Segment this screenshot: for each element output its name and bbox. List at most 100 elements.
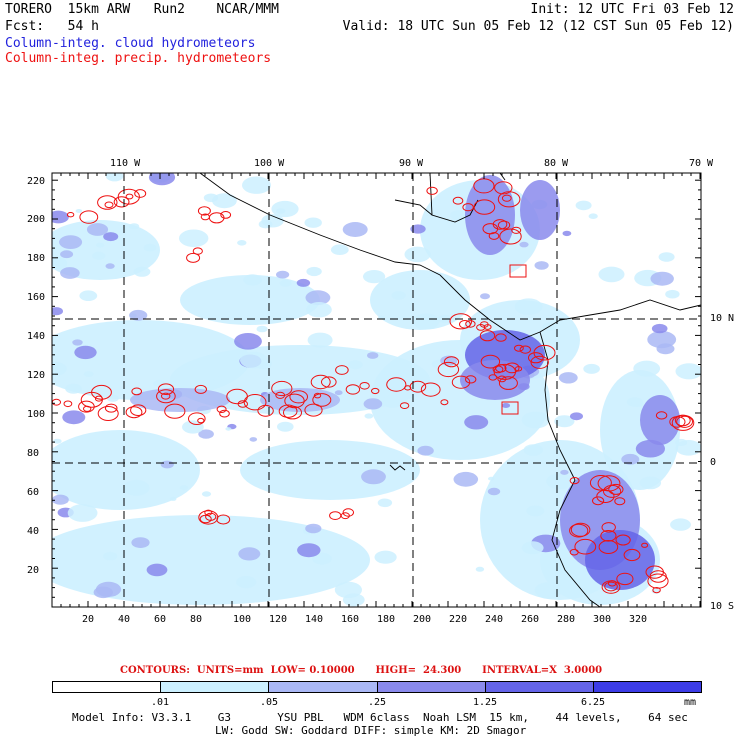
precip-contour <box>488 374 498 381</box>
color-scale-segment <box>269 682 378 692</box>
cloud-shading <box>143 243 157 252</box>
precip-contour <box>483 324 492 330</box>
precip-contour <box>492 219 508 230</box>
precip-contour <box>359 382 370 390</box>
precip-contour <box>530 355 549 369</box>
x-tick-label: 280 <box>557 614 576 625</box>
precip-contour <box>509 264 527 278</box>
cloud-shading <box>367 352 379 359</box>
y-tick-label: 60 <box>27 487 40 498</box>
lat-label-10n: 10 N <box>710 313 735 324</box>
coastline <box>429 173 479 223</box>
color-scale-segment <box>593 682 702 692</box>
y-tick-label: 140 <box>27 331 46 342</box>
precip-contour <box>188 412 206 426</box>
forecast-hour: Fcst: 54 h <box>5 19 99 34</box>
cloud-shading <box>256 325 268 333</box>
y-tick-label: 120 <box>27 370 46 381</box>
physics-info: LW: Godd SW: Goddard DIFF: simple KM: 2D… <box>215 724 527 737</box>
precip-contour <box>649 570 667 583</box>
model-title: TORERO 15km ARW Run2 NCAR/MMM <box>5 2 279 17</box>
x-tick-label: 260 <box>521 614 540 625</box>
cloud-shading <box>363 398 383 410</box>
cloud-shading <box>179 229 209 248</box>
cloud-shading <box>575 200 592 211</box>
cloud-shading <box>79 290 98 302</box>
precip-contour <box>220 211 232 219</box>
precip-contour <box>420 382 441 397</box>
cloud-shading <box>242 176 271 194</box>
lon-label-70w: 70 W <box>689 158 714 169</box>
precip-contour <box>473 199 496 215</box>
cloud-shading <box>179 485 189 491</box>
cloud-shading <box>52 361 67 376</box>
precip-contour <box>237 400 249 408</box>
precip-field-label: Column-integ. precip. hydrometeors <box>5 51 272 66</box>
precip-contour <box>647 573 669 589</box>
cloud-shading <box>180 275 320 325</box>
lon-label-100w: 100 W <box>254 158 285 169</box>
cloud-shading <box>276 208 286 214</box>
precip-contour <box>574 538 597 555</box>
y-tick-label: 80 <box>27 448 40 459</box>
y-tick-label: 180 <box>27 253 46 264</box>
precip-contour <box>199 514 212 524</box>
cloud-shading <box>570 412 583 421</box>
x-tick-label: 220 <box>449 614 468 625</box>
cloud-shading <box>675 438 688 447</box>
cloud-shading <box>304 217 322 228</box>
precip-contour <box>495 364 507 373</box>
color-scale-segment <box>53 682 162 692</box>
y-tick-label: 160 <box>27 292 46 303</box>
precip-contour <box>598 540 619 554</box>
cloud-shading <box>658 252 675 262</box>
cloud-shading <box>598 266 625 283</box>
color-scale-label: 1.25 <box>472 697 498 708</box>
cloud-shading <box>585 530 655 590</box>
cloud-field-label: Column-integ. cloud hydrometeors <box>5 36 256 51</box>
cloud-shading <box>240 351 268 369</box>
cloud-shading <box>404 246 431 263</box>
cloud-shading <box>75 209 83 213</box>
cloud-shading <box>182 420 204 434</box>
cloud-shading <box>160 460 174 469</box>
precip-contour <box>404 385 412 391</box>
precip-contour <box>655 411 668 420</box>
cloud-shading <box>146 563 168 577</box>
x-tick-label: 320 <box>629 614 648 625</box>
cloud-shading <box>74 345 97 360</box>
cloud-shading <box>364 413 374 419</box>
precip-contour <box>342 508 354 517</box>
x-tick-label: 180 <box>377 614 396 625</box>
precip-contour <box>104 403 118 413</box>
cloud-shading <box>130 388 230 412</box>
model-info: Model Info: V3.3.1 G3 YSU PBL WDM 6class… <box>72 711 688 724</box>
precip-contour <box>275 391 286 399</box>
cloud-shading <box>330 244 349 255</box>
valid-time: Valid: 18 UTC Sun 05 Feb 12 (12 CST Sun … <box>342 19 734 34</box>
cloud-shading <box>523 444 543 456</box>
precip-contour <box>511 226 522 234</box>
precip-contour <box>94 395 103 402</box>
cloud-shading <box>487 487 501 496</box>
precip-contour <box>426 186 438 195</box>
cloud-shading <box>105 173 124 182</box>
precip-contour <box>134 189 147 198</box>
precip-contour <box>480 354 501 369</box>
cloud-shading <box>60 250 74 259</box>
precip-contour <box>437 361 460 378</box>
precip-contour <box>592 496 605 506</box>
cloud-shading <box>131 537 150 548</box>
lat-label-10s: 10 S <box>710 601 735 612</box>
precip-contour <box>495 333 507 342</box>
precip-contour <box>601 522 616 533</box>
precip-contour <box>63 400 73 408</box>
cloud-shading <box>558 372 578 384</box>
cloud-shading <box>305 290 331 306</box>
init-time: Init: 12 UTC Fri 03 Feb 12 <box>530 2 735 17</box>
cloud-shading <box>464 415 489 430</box>
precip-contour <box>528 352 544 364</box>
color-scale-bar <box>52 681 702 693</box>
precip-contour <box>615 534 631 546</box>
cloud-shading <box>410 224 426 234</box>
